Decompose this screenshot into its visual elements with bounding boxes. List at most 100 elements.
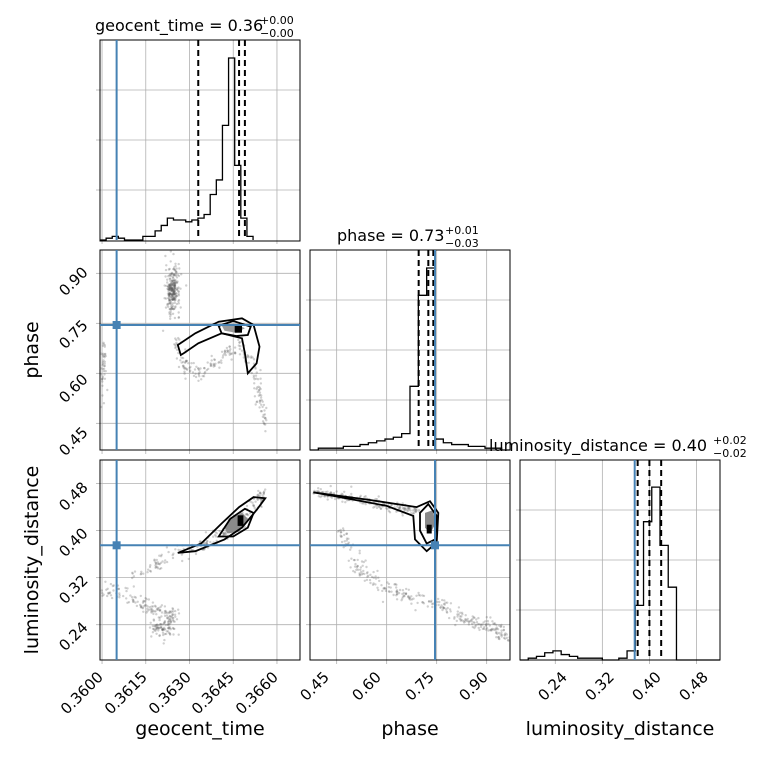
sample-point — [454, 623, 457, 627]
sample-point — [381, 589, 384, 593]
sample-point — [500, 635, 503, 638]
sample-point — [169, 260, 172, 263]
sample-point — [143, 600, 147, 603]
sample-point — [168, 619, 171, 622]
sample-point — [498, 624, 501, 627]
sample-point — [375, 506, 379, 510]
sample-point — [159, 623, 163, 626]
sample-point — [144, 597, 147, 600]
sample-point — [172, 298, 176, 301]
sample-point — [101, 362, 105, 365]
sample-point — [150, 611, 153, 614]
sample-point — [258, 494, 261, 498]
sample-point — [386, 507, 389, 511]
sample-point — [167, 550, 170, 554]
sample-point — [164, 609, 167, 613]
sample-point — [411, 509, 415, 512]
sample-point — [173, 301, 176, 305]
sample-point — [496, 632, 499, 635]
sample-point — [101, 380, 104, 383]
sample-point — [151, 631, 155, 634]
sample-point — [395, 592, 399, 596]
sample-point — [167, 288, 170, 292]
sample-point — [437, 603, 440, 607]
tick-label: 0.75 — [55, 316, 91, 352]
sample-point — [233, 351, 237, 354]
sample-point — [369, 573, 372, 576]
sample-point — [173, 289, 176, 293]
sample-point — [188, 366, 191, 370]
sample-point — [504, 632, 507, 635]
sample-point — [169, 621, 173, 624]
sample-point — [168, 298, 171, 301]
sample-point — [170, 286, 173, 289]
sample-point — [350, 492, 353, 496]
sample-point — [155, 558, 158, 562]
sample-point — [158, 562, 161, 565]
sample-point — [117, 587, 120, 591]
sample-point — [255, 387, 258, 391]
sample-point — [161, 628, 164, 631]
sample-point — [170, 289, 173, 293]
sample-point — [170, 279, 173, 282]
sample-point — [171, 293, 174, 297]
sample-point — [169, 279, 172, 283]
sample-point — [164, 306, 168, 309]
sample-point — [171, 298, 174, 302]
sample-point — [371, 583, 375, 586]
sample-point — [231, 352, 234, 355]
sample-point — [383, 587, 386, 590]
sample-point — [378, 505, 381, 508]
sample-point — [401, 589, 405, 592]
sample-point — [255, 400, 258, 404]
sample-point — [326, 490, 329, 493]
sample-point — [102, 352, 105, 355]
sample-point — [459, 615, 462, 618]
sample-point — [203, 548, 206, 551]
sample-point — [173, 284, 177, 287]
sample-point — [172, 290, 175, 294]
sample-point — [188, 370, 192, 373]
sample-point — [478, 628, 481, 632]
sample-point — [224, 532, 227, 535]
sample-point — [169, 628, 172, 631]
sample-point — [412, 512, 415, 515]
sample-point — [102, 359, 105, 362]
sample-point — [405, 507, 408, 510]
sample-point — [169, 286, 172, 289]
sample-point — [374, 497, 377, 501]
title-luminosity-distance: luminosity_distance = 0.40 +0.02 −0.02 — [489, 434, 747, 460]
sample-point — [169, 620, 173, 623]
sample-point — [415, 507, 418, 510]
sample-point — [406, 595, 410, 599]
sample-point — [254, 374, 258, 377]
sample-point — [171, 288, 174, 291]
sample-point — [159, 555, 163, 558]
sample-point — [409, 509, 412, 512]
sample-point — [360, 560, 364, 563]
sample-point — [262, 491, 265, 494]
sample-point — [345, 537, 349, 540]
sample-point — [368, 578, 372, 582]
sample-point — [456, 610, 459, 613]
sample-point — [171, 293, 174, 296]
sample-point — [206, 539, 209, 543]
sample-point — [174, 279, 177, 282]
sample-point — [405, 587, 408, 591]
sample-point — [170, 292, 173, 296]
sample-point — [366, 571, 369, 574]
sample-point — [161, 628, 164, 631]
tick-label: 0.45 — [296, 668, 332, 704]
sample-point — [172, 291, 175, 295]
sample-point — [252, 503, 255, 507]
sample-point — [422, 594, 426, 598]
sample-point — [185, 359, 189, 363]
sample-point — [168, 632, 172, 635]
sample-point — [197, 379, 200, 382]
sample-point — [194, 372, 197, 375]
sample-point — [156, 561, 159, 564]
sample-point — [218, 366, 221, 369]
sample-point — [176, 287, 179, 290]
sample-point — [173, 287, 176, 290]
sample-point — [173, 292, 176, 295]
